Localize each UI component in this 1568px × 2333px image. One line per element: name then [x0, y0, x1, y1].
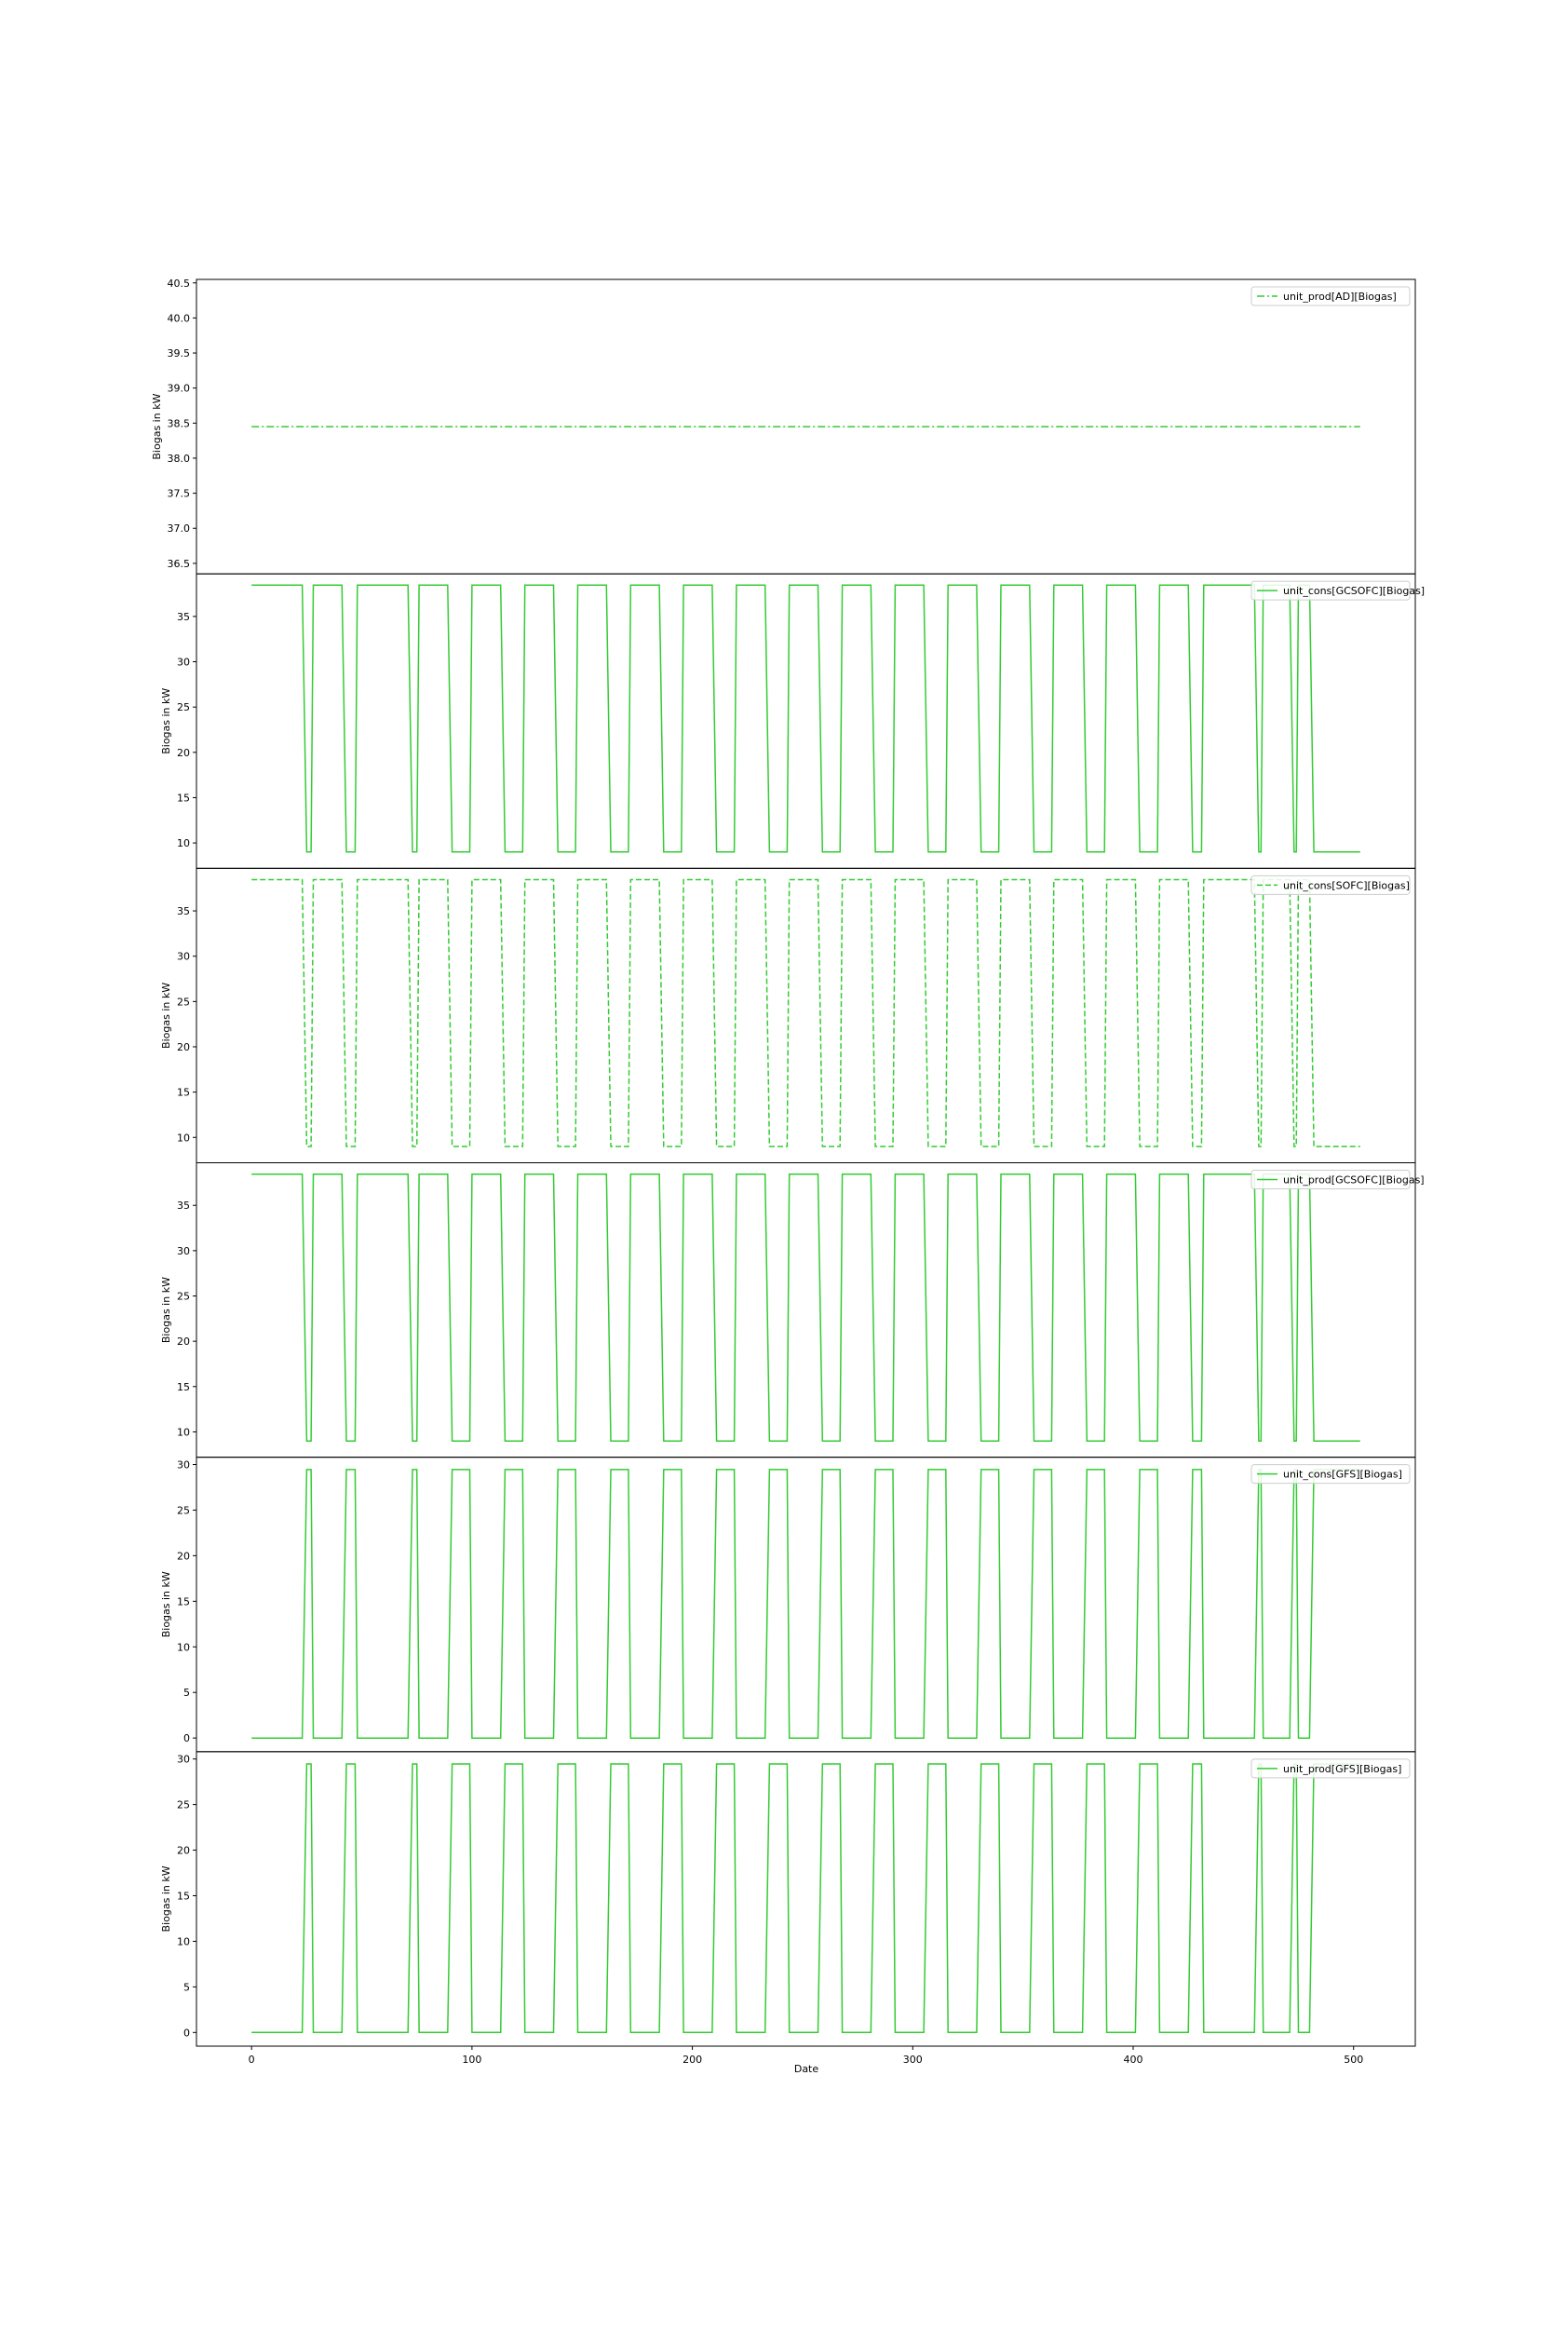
y-tick-label: 30	[177, 1245, 190, 1257]
y-tick-label: 15	[177, 1890, 190, 1902]
y-tick-label: 35	[177, 611, 190, 623]
plot-frame	[196, 1162, 1416, 1458]
y-tick-label: 15	[177, 1381, 190, 1393]
y-tick-label: 20	[177, 1041, 190, 1053]
x-axis-label: Date	[794, 2063, 819, 2075]
y-tick-label: 25	[177, 701, 190, 713]
y-tick-label: 38.0	[168, 453, 191, 465]
y-tick-label: 20	[177, 747, 190, 759]
legend-box	[1250, 1170, 1411, 1189]
y-tick-label: 20	[177, 1845, 190, 1857]
y-tick-label: 38.5	[168, 417, 191, 429]
y-tick-label: 40.0	[168, 312, 191, 324]
y-axis-label: Biogas in kW	[160, 1571, 172, 1637]
subplot-2: 10 15 20 25 30 35 Biogas in kW unit_cons[GCSOFC…	[160, 573, 1425, 869]
legend: unit_prod[AD][Biogas]	[1250, 286, 1411, 306]
y-tick-label: 20	[177, 1550, 190, 1562]
y-tick-label: 10	[177, 1641, 190, 1653]
y-tick-label: 15	[177, 792, 190, 804]
legend-label: unit_prod[GFS][Biogas]	[1283, 1763, 1401, 1775]
legend: unit_prod[GCSOFC][Biogas]	[1250, 1170, 1425, 1189]
y-axis-label: Biogas in kW	[160, 1865, 172, 1932]
series-line	[251, 1763, 1360, 2034]
legend-label: unit_prod[AD][Biogas]	[1283, 291, 1397, 303]
plot-frame	[196, 1457, 1416, 1753]
legend-box	[1250, 1758, 1411, 1779]
y-tick-label: 20	[177, 1336, 190, 1348]
subplot-6: 0 5 10 15 20 25 30 Biogas in kW unit_prod[GFS][B…	[160, 1751, 1416, 2047]
legend: unit_cons[SOFC][Biogas]	[1250, 875, 1411, 895]
legend: unit_cons[GCSOFC][Biogas]	[1250, 580, 1425, 601]
plot-frame	[196, 867, 1416, 1163]
y-tick-label: 15	[177, 1595, 190, 1607]
y-tick-label: 30	[177, 657, 190, 669]
legend-box	[1250, 286, 1411, 306]
y-tick-label: 36.5	[168, 558, 191, 570]
y-tick-label: 30	[177, 951, 190, 963]
x-tick-label: 300	[903, 2054, 923, 2066]
legend-label: unit_cons[SOFC][Biogas]	[1283, 879, 1410, 891]
y-tick-label: 25	[177, 996, 190, 1008]
y-tick-label: 40.5	[168, 278, 191, 290]
y-tick-label: 25	[177, 1291, 190, 1303]
y-tick-label: 35	[177, 905, 190, 917]
series-line	[251, 1469, 1360, 1739]
y-tick-label: 10	[177, 1132, 190, 1144]
y-axis-label: Biogas in kW	[160, 688, 172, 754]
y-tick-label: 0	[183, 1732, 190, 1744]
y-axis-label: Biogas in kW	[160, 983, 172, 1049]
plot-frame	[196, 1751, 1416, 2047]
y-tick-label: 5	[183, 1981, 190, 1993]
y-tick-label: 30	[177, 1754, 190, 1766]
legend-box	[1250, 1464, 1411, 1485]
y-tick-label: 39.0	[168, 383, 191, 395]
y-tick-label: 10	[177, 1426, 190, 1438]
legend: unit_cons[GFS][Biogas]	[1250, 1464, 1411, 1485]
y-tick-label: 25	[177, 1799, 190, 1811]
y-tick-label: 35	[177, 1200, 190, 1212]
x-tick-label: 400	[1124, 2054, 1143, 2066]
y-tick-label: 10	[177, 837, 190, 849]
subplot-1: 36.5 37.0 37.5 38.0 38.5 39.0 39.5 40.0 40.5 Biog…	[151, 278, 1416, 575]
legend-box	[1250, 580, 1411, 601]
y-tick-label: 10	[177, 1935, 190, 1947]
y-tick-label: 39.5	[168, 347, 191, 359]
subplot-4: 10 15 20 25 30 35 Biogas in kW unit_prod[GCSOFC…	[160, 1162, 1425, 1458]
x-tick-label: 0	[249, 2054, 255, 2066]
subplot-3: 10 15 20 25 30 35 Biogas in kW unit_cons[SOFC][…	[160, 867, 1416, 1163]
subplots: 36.5 37.0 37.5 38.0 38.5 39.0 39.5 40.0 40.5 Biog…	[151, 278, 1425, 2047]
y-tick-label: 37.5	[168, 488, 191, 500]
y-axis-label: Biogas in kW	[160, 1277, 172, 1343]
legend-label: unit_cons[GCSOFC][Biogas]	[1283, 585, 1425, 597]
x-tick-label: 200	[683, 2054, 702, 2066]
y-axis-label: Biogas in kW	[151, 393, 163, 459]
series-line	[251, 1173, 1360, 1442]
subplot-5: 0 5 10 15 20 25 30 Biogas in kW unit_cons[GFS][B…	[160, 1457, 1416, 1753]
x-axis: 0 100 200 300 400 500	[249, 2046, 1363, 2066]
series-line	[251, 584, 1360, 853]
y-tick-label: 0	[183, 2027, 190, 2039]
x-tick-label: 100	[462, 2054, 481, 2066]
y-tick-label: 30	[177, 1458, 190, 1471]
legend: unit_prod[GFS][Biogas]	[1250, 1758, 1411, 1779]
y-tick-label: 25	[177, 1504, 190, 1516]
legend-box	[1250, 875, 1411, 895]
legend-label: unit_cons[GFS][Biogas]	[1283, 1469, 1402, 1481]
y-tick-label: 5	[183, 1687, 190, 1699]
x-tick-label: 500	[1344, 2054, 1363, 2066]
y-tick-label: 15	[177, 1087, 190, 1099]
legend-label: unit_prod[GCSOFC][Biogas]	[1283, 1174, 1425, 1187]
plot-frame	[196, 573, 1416, 869]
series-line	[251, 878, 1360, 1147]
y-tick-label: 37.0	[168, 522, 191, 535]
